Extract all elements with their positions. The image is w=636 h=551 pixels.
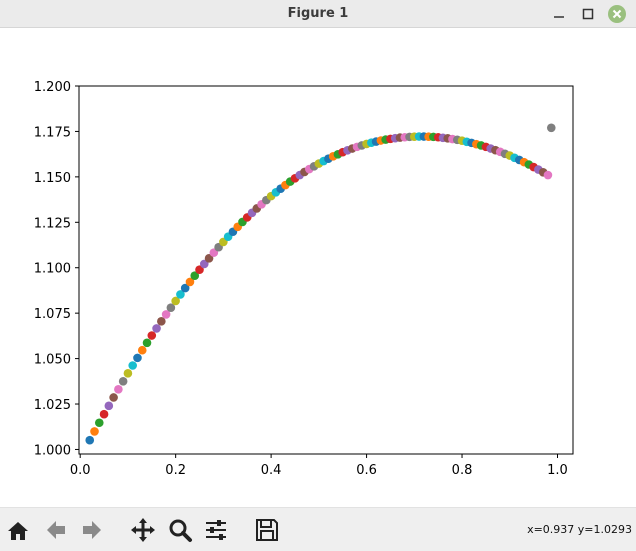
scatter-point (104, 401, 114, 411)
scatter-point (180, 283, 190, 293)
maximize-button[interactable] (577, 3, 599, 25)
scatter-point (114, 385, 123, 394)
minimize-icon (554, 16, 564, 18)
scatter-point (94, 418, 104, 428)
y-tick-label: 1.125 (34, 216, 71, 231)
y-tick-label: 1.200 (34, 80, 71, 95)
forward-button[interactable] (78, 516, 106, 544)
window-titlebar: Figure 1 (0, 0, 636, 28)
scatter-point (118, 377, 128, 386)
scatter-point (85, 435, 95, 445)
window-title: Figure 1 (287, 6, 349, 21)
floppy-disk-icon (256, 519, 278, 541)
scatter-point (161, 310, 171, 319)
maximize-icon (582, 8, 594, 20)
scatter-point (204, 253, 214, 263)
sliders-icon (206, 520, 226, 540)
scatter-point (166, 303, 176, 313)
scatter-point (185, 277, 195, 287)
y-tick-label: 1.100 (34, 262, 71, 277)
scatter-point (546, 123, 556, 133)
y-tick-label: 1.050 (34, 353, 71, 368)
scatter-point (171, 296, 180, 306)
scatter-point (543, 170, 553, 180)
scatter-point (190, 271, 200, 281)
x-tick-label: 0.2 (165, 463, 186, 478)
x-tick-label: 0.6 (356, 463, 377, 478)
scatter-point (147, 331, 157, 340)
scatter-point (137, 345, 147, 355)
pan-button[interactable] (129, 516, 157, 544)
configure-subplots-button[interactable] (202, 516, 230, 544)
close-icon (608, 5, 626, 23)
back-button[interactable] (42, 516, 70, 544)
scatter-point (123, 369, 133, 378)
move-icon (131, 518, 155, 542)
scatter-point (90, 427, 99, 436)
magnifier-icon (169, 519, 192, 542)
scatter-point (199, 259, 209, 269)
y-tick-label: 1.075 (34, 307, 71, 322)
x-tick-label: 1.0 (547, 463, 568, 478)
y-tick-label: 1.000 (34, 443, 71, 458)
scatter-point (176, 290, 185, 299)
minimize-button[interactable] (548, 3, 570, 25)
scatter-point (195, 265, 204, 275)
cursor-coordinates: x=0.937 y=1.0293 (527, 523, 632, 536)
home-icon (8, 522, 28, 540)
scatter-point (142, 338, 152, 348)
navigation-toolbar: x=0.937 y=1.0293 (0, 507, 636, 551)
arrow-right-icon (83, 521, 101, 539)
arrow-left-icon (47, 521, 65, 539)
x-tick-label: 0.0 (70, 463, 91, 478)
home-button[interactable] (4, 516, 32, 544)
scatter-point (128, 361, 137, 370)
save-button[interactable] (253, 516, 281, 544)
x-tick-label: 0.4 (261, 463, 282, 478)
scatter-point (133, 353, 142, 363)
y-tick-label: 1.025 (34, 398, 71, 413)
scatter-point (152, 324, 161, 333)
x-tick-label: 0.8 (452, 463, 473, 478)
zoom-button[interactable] (166, 516, 194, 544)
axes-frame (78, 85, 574, 455)
scatter-plot[interactable]: 0.0 0.2 0.4 0.6 0.8 1.0 1.000 1.025 1.050 1.075 1.… (0, 28, 636, 507)
scatter-point (99, 409, 109, 419)
scatter-point (109, 393, 118, 402)
y-tick-label: 1.150 (34, 171, 71, 186)
scatter-point (157, 317, 166, 326)
y-tick-label: 1.175 (34, 125, 71, 140)
figure-canvas[interactable]: 0.0 0.2 0.4 0.6 0.8 1.0 1.000 1.025 1.050 1.075 1.… (0, 28, 636, 507)
close-button[interactable] (606, 3, 628, 25)
